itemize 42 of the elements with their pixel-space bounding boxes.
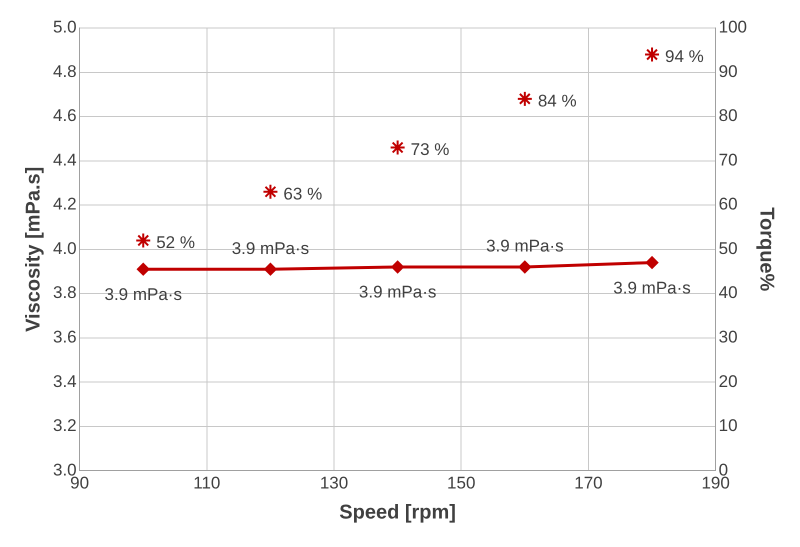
y-tick-label: 4.0 [52,238,77,258]
y-tick-label: 4.2 [52,194,77,214]
data-label: 73 % [410,140,450,160]
point [516,90,533,107]
y2-tick-label: 100 [718,18,748,37]
data-label: 94 % [665,47,704,66]
y-tick-label: 4.8 [52,62,77,81]
data-label: 63 % [283,184,322,204]
y2-tick-label: 70 [718,150,738,170]
y2-tick-label: 20 [718,372,738,391]
y-tick-label: 5.0 [52,18,77,37]
x-tick-label: 130 [320,473,348,492]
y2-tick-label: 30 [718,328,738,347]
x-tick-label: 150 [447,473,476,492]
data-label: 3.9 mPa·s [486,236,564,256]
point [262,184,278,200]
y2-tick-label: 60 [718,194,738,214]
y2-tick-label: 90 [718,62,738,81]
data-label: 3.9 mPa·s [358,282,436,302]
data-label: 3.9 mPa·s [232,238,310,258]
point [390,140,406,156]
point [135,232,152,248]
data-label: 3.9 mPa·s [613,278,691,298]
point [644,46,660,63]
data-label: 3.9 mPa·s [104,284,182,304]
x-axis-title: Speed [rpm] [339,502,456,524]
y2-tick-label: 80 [718,106,738,126]
y-tick-label: 3.6 [52,328,77,347]
data-label: 84 % [538,92,577,111]
y2-axis-title: Torque% [755,207,778,292]
y-tick-label: 4.4 [52,150,77,170]
y2-tick-label: 10 [718,416,738,436]
y-axis-title: Viscosity [mPa.s] [22,166,45,332]
y2-tick-label: 50 [718,238,738,258]
y-tick-label: 3.2 [52,416,77,436]
y-tick-label: 3.4 [52,372,77,391]
y2-tick-label: 40 [718,283,738,302]
y-tick-label: 4.6 [52,106,77,126]
x-tick-label: 110 [193,473,220,492]
x-tick-label: 170 [574,473,603,492]
y-tick-label: 3.8 [52,283,77,302]
data-label: 52 % [156,233,195,252]
